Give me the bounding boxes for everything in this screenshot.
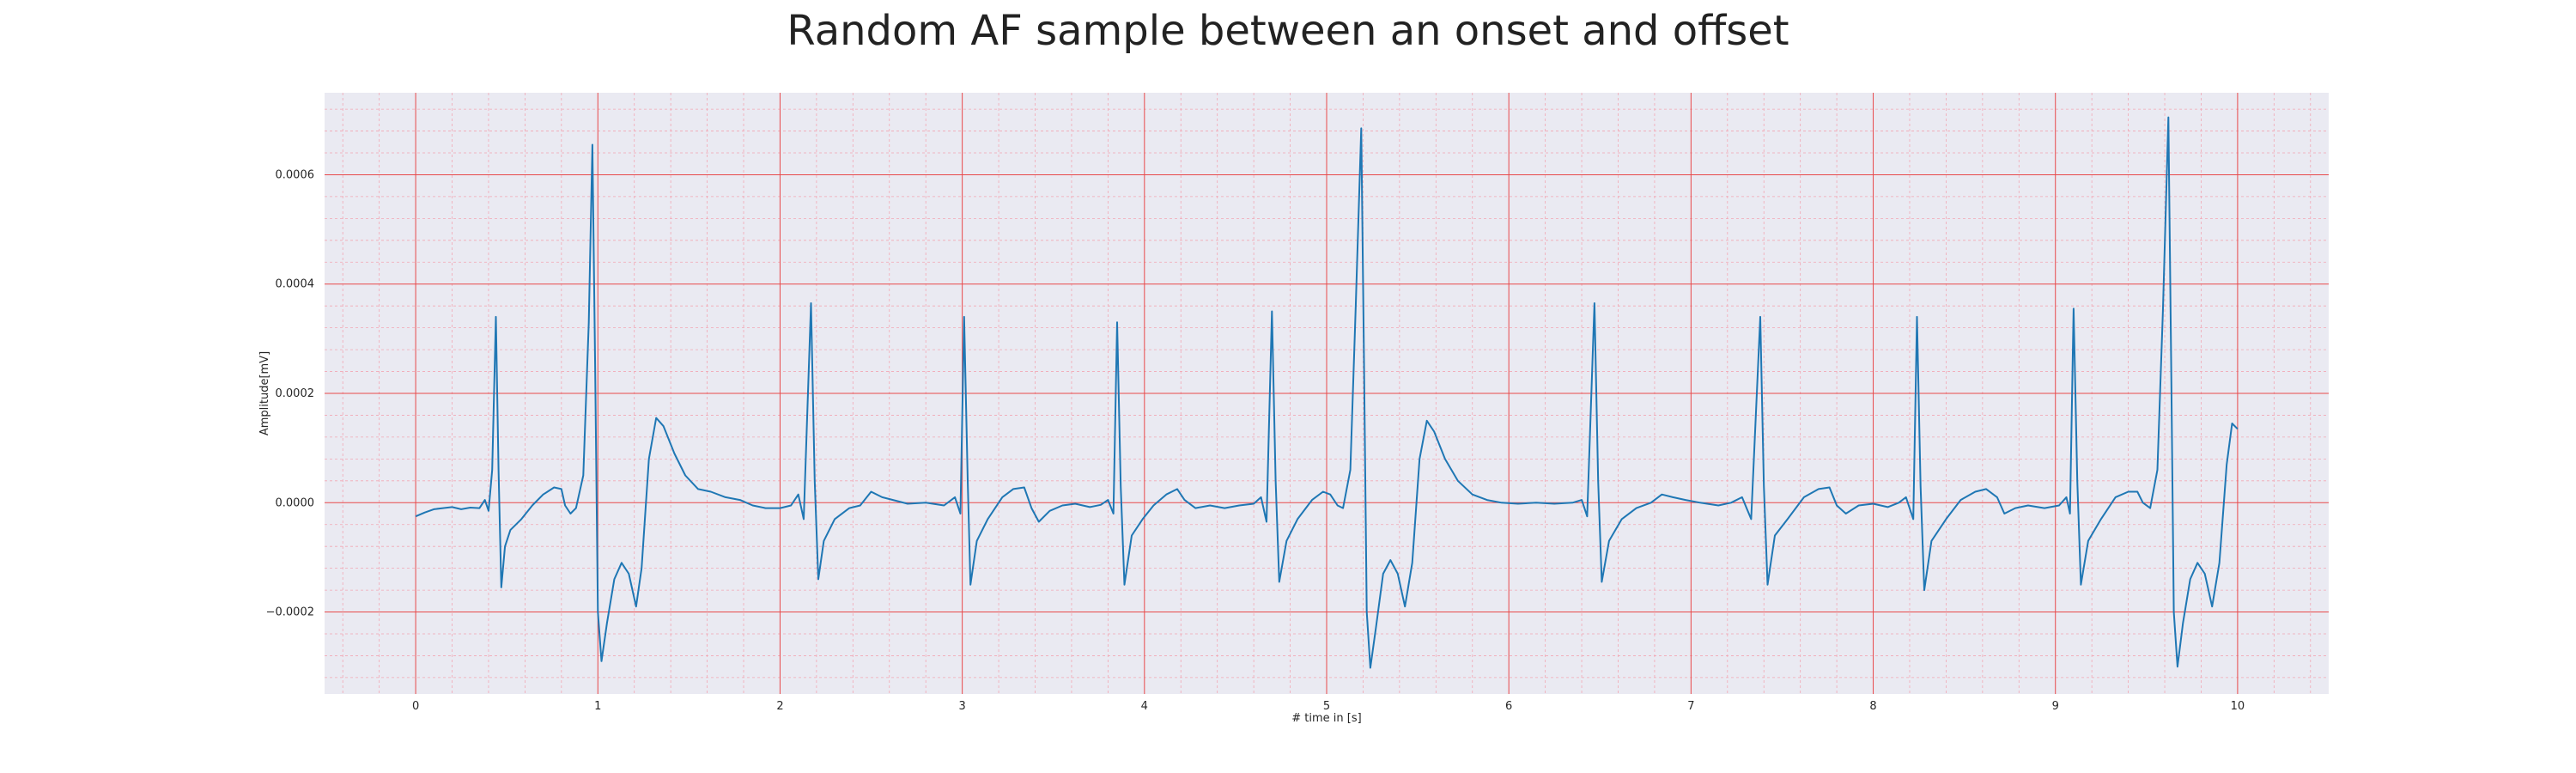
y-tick-label: 0.0000 [276,496,315,509]
y-tick-label: −0.0002 [266,606,314,619]
chart-title: Random AF sample between an onset and of… [787,7,1789,55]
x-tick-label: 7 [1687,700,1694,713]
y-axis-label: Amplitude[mV] [258,351,271,435]
x-tick-label: 8 [1869,700,1876,713]
ecg-series-line [415,116,2239,669]
x-tick-label: 1 [594,700,601,713]
x-tick-label: 2 [776,700,783,713]
y-tick-label: 0.0002 [276,387,315,400]
x-tick-label: 5 [1323,700,1330,713]
y-tick-label: 0.0006 [276,168,315,181]
x-tick-label: 4 [1141,700,1148,713]
y-tick-label: 0.0004 [276,278,315,291]
x-tick-label: 0 [412,700,419,713]
series-group [415,116,2239,669]
x-tick-label: 6 [1505,700,1512,713]
x-axis-label: # time in [s] [1291,712,1361,725]
x-tick-labels: 0 1 2 3 4 5 6 7 8 9 10 [412,700,2245,713]
y-tick-labels: −0.0002 0.0000 0.0002 0.0004 0.0006 [266,168,314,618]
x-tick-label: 3 [958,700,965,713]
x-tick-label: 9 [2052,700,2059,713]
x-tick-label: 10 [2231,700,2245,713]
